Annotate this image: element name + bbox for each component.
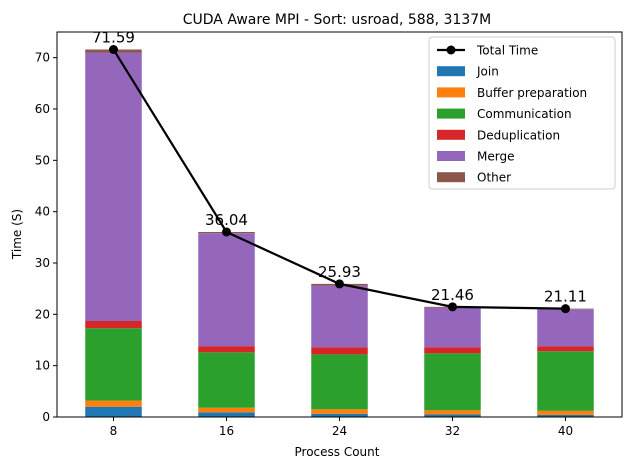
total-time-layer: 71.59 36.04 25.93 21.46 21.11: [92, 29, 587, 314]
bar-segment: [198, 407, 255, 413]
total-time-point: [335, 279, 344, 289]
data-label: 36.04: [205, 211, 248, 229]
legend-label: Total Time: [476, 44, 538, 58]
data-label: 71.59: [92, 29, 135, 47]
bar-segment: [537, 351, 594, 411]
total-time-point: [561, 304, 570, 314]
legend-swatch: [437, 87, 465, 98]
bar-segment: [198, 233, 255, 347]
legend-swatch: [437, 172, 465, 183]
y-tick-label: 50: [35, 153, 50, 167]
legend-swatch: [437, 151, 465, 161]
legend-label: Deduplication: [477, 128, 560, 142]
bar-segment: [424, 410, 481, 415]
bar-segment: [198, 346, 255, 353]
x-tick-label: 16: [219, 424, 234, 438]
bar-segment: [311, 354, 368, 410]
y-tick-label: 0: [42, 410, 50, 424]
bar-segment: [424, 353, 481, 411]
chart-title: CUDA Aware MPI - Sort: usroad, 588, 3137…: [183, 12, 491, 28]
legend-label: Merge: [477, 150, 514, 164]
y-tick-label: 10: [35, 359, 50, 373]
bar-segment: [85, 328, 142, 401]
bars-layer: [85, 49, 594, 417]
x-axis-label: Process Count: [295, 445, 380, 459]
legend-label: Join: [476, 65, 499, 79]
bar-segment: [311, 409, 368, 414]
bar-segment: [537, 410, 594, 415]
y-tick-label: 20: [35, 307, 50, 321]
legend-label: Communication: [477, 107, 572, 121]
bar-segment: [537, 414, 594, 417]
y-axis-label: Time (S): [10, 209, 24, 260]
legend-swatch: [437, 129, 465, 140]
x-tick-label: 32: [445, 424, 460, 438]
y-tick-label: 70: [35, 51, 50, 65]
bar-segment: [537, 309, 594, 347]
legend-box: [428, 36, 616, 190]
axes-layer: 0 10 20 30 40 50 60 70 8 16 24 32 40: [35, 31, 623, 438]
legend-swatch: [437, 108, 465, 119]
bar-segment: [424, 414, 481, 417]
legend-label: Other: [477, 171, 511, 185]
data-label: 21.11: [544, 288, 587, 306]
bar-segment: [85, 406, 142, 417]
legend-marker: [446, 45, 456, 55]
y-tick-label: 40: [35, 205, 50, 219]
legend: Total Time Join Buffer preparation Communic…: [428, 36, 616, 190]
bar-segment: [311, 347, 368, 355]
y-tick-label: 60: [35, 102, 50, 116]
bar-segment: [85, 52, 142, 321]
data-label: 25.93: [318, 263, 361, 281]
bar-segment: [85, 321, 142, 329]
bar-segment: [424, 347, 481, 354]
total-time-point: [109, 45, 118, 54]
x-tick-label: 8: [110, 424, 118, 438]
bar-segment: [424, 307, 481, 348]
legend-swatch: [437, 66, 465, 77]
legend-label: Buffer preparation: [477, 86, 587, 100]
x-tick-label: 40: [558, 424, 573, 438]
bar-segment: [311, 413, 368, 417]
x-tick-label: 24: [332, 424, 347, 438]
total-time-point: [222, 227, 231, 237]
bar-segment: [311, 285, 368, 348]
bar-segment: [198, 412, 255, 417]
y-tick-label: 30: [35, 256, 50, 270]
bar-segment: [537, 346, 594, 352]
data-label: 21.46: [431, 286, 474, 304]
bar-segment: [85, 400, 142, 407]
bar-segment: [198, 352, 255, 408]
total-time-point: [448, 302, 457, 312]
